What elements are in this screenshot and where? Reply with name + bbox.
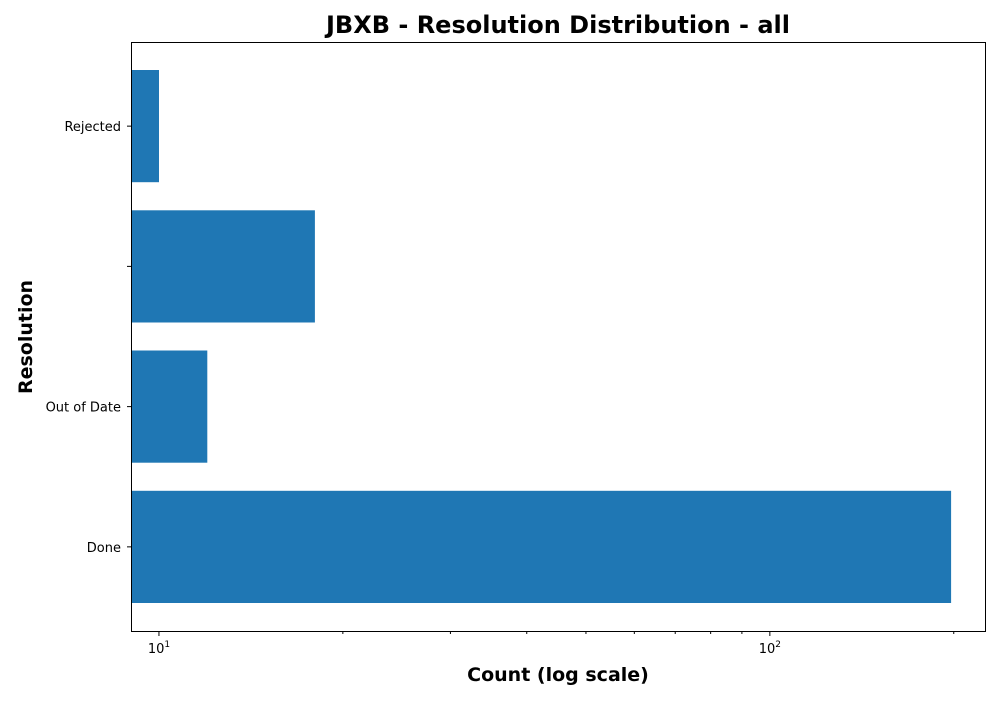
x-axis-label: Count (log scale) — [467, 664, 649, 686]
y-tick-label: Rejected — [64, 120, 121, 135]
bar-out-of-date — [131, 350, 208, 463]
bar-rejected — [131, 70, 159, 183]
chart-title: JBXB - Resolution Distribution - all — [324, 11, 790, 39]
bar-unlabeled — [131, 210, 315, 323]
plot-area — [131, 70, 952, 603]
y-tick-label: Out of Date — [46, 401, 121, 416]
x-tick-label: 102 — [759, 640, 781, 657]
x-tick-label: 101 — [148, 640, 170, 657]
bar-done — [131, 490, 952, 603]
y-axis-label: Resolution — [15, 280, 37, 394]
y-tick-label: Done — [87, 541, 121, 556]
plot-frame — [131, 42, 986, 632]
